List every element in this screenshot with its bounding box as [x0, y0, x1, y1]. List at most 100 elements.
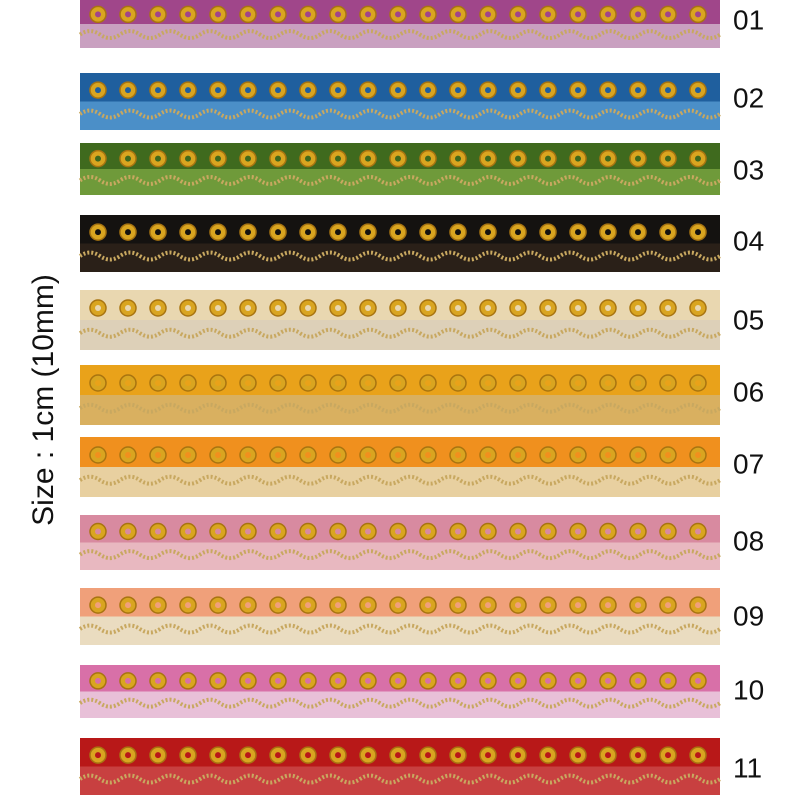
- ribbon-bottom: [80, 320, 720, 350]
- sequin-hole: [95, 155, 101, 162]
- ribbon-bottom: [80, 467, 720, 497]
- sequin-hole: [185, 677, 191, 684]
- sequin-hole: [575, 229, 581, 236]
- sequin-hole: [485, 677, 491, 684]
- sequin-hole: [275, 87, 281, 94]
- sequin-hole: [335, 752, 341, 759]
- sequin-hole: [305, 155, 311, 162]
- sequin-hole: [95, 11, 101, 18]
- sequin-hole: [425, 87, 431, 94]
- sequin-hole: [365, 602, 371, 609]
- sequin-hole: [245, 752, 251, 759]
- sequin-hole: [365, 229, 371, 236]
- sequin-hole: [665, 752, 671, 759]
- sequin-hole: [335, 380, 341, 386]
- sequin-hole: [605, 305, 611, 311]
- ribbon: [78, 215, 722, 272]
- sequin-hole: [575, 528, 581, 535]
- ribbon-bottom: [80, 766, 720, 795]
- gold-pattern: [78, 773, 722, 785]
- sequin-hole: [515, 305, 521, 311]
- sequin-hole: [125, 452, 131, 458]
- sequin-hole: [575, 155, 581, 162]
- sequin-hole: [155, 528, 161, 535]
- ribbon-bottom: [80, 395, 720, 425]
- sequin-hole: [515, 380, 521, 386]
- sequin-hole: [95, 528, 101, 535]
- sequin-hole: [485, 229, 491, 236]
- sequin-hole: [155, 677, 161, 684]
- sequin-hole: [455, 528, 461, 535]
- sequin-hole: [575, 752, 581, 759]
- sequin-hole: [95, 87, 101, 94]
- sequin-hole: [545, 452, 551, 458]
- sequin-hole: [155, 752, 161, 759]
- sequin-hole: [695, 155, 701, 162]
- sequin-hole: [275, 155, 281, 162]
- sequin-hole: [125, 11, 131, 18]
- sequin-hole: [395, 528, 401, 535]
- sequin-hole: [425, 155, 431, 162]
- sequin-hole: [365, 677, 371, 684]
- sequin-hole: [605, 452, 611, 458]
- sequin-hole: [365, 528, 371, 535]
- sequin-hole: [635, 677, 641, 684]
- sequin-hole: [635, 87, 641, 94]
- sequin-hole: [335, 155, 341, 162]
- sequin-hole: [125, 229, 131, 236]
- sequin-hole: [185, 528, 191, 535]
- sequin-hole: [545, 602, 551, 609]
- sequin-hole: [575, 602, 581, 609]
- ribbon-number: 08: [733, 525, 764, 556]
- sequin-hole: [335, 528, 341, 535]
- sequin-hole: [335, 305, 341, 311]
- sequin-hole: [215, 87, 221, 94]
- sequin-hole: [425, 380, 431, 386]
- sequin-hole: [215, 452, 221, 458]
- sequin-hole: [665, 380, 671, 386]
- sequin-hole: [305, 87, 311, 94]
- sequin-hole: [365, 11, 371, 18]
- sequin-hole: [635, 380, 641, 386]
- gold-pattern: [78, 29, 722, 41]
- sequin-hole: [365, 155, 371, 162]
- sequin-hole: [455, 452, 461, 458]
- sequin-hole: [545, 752, 551, 759]
- sequin-hole: [125, 528, 131, 535]
- sequin-hole: [425, 528, 431, 535]
- sequin-hole: [515, 752, 521, 759]
- sequin-hole: [455, 602, 461, 609]
- ribbon: [78, 290, 722, 350]
- ribbons: 01 02 03 04 05 06 07 08 09 10 11: [78, 0, 764, 795]
- sequin-hole: [215, 752, 221, 759]
- sequin-hole: [215, 677, 221, 684]
- sequin-hole: [245, 602, 251, 609]
- sequin-hole: [665, 602, 671, 609]
- sequin-hole: [695, 87, 701, 94]
- sequin-hole: [185, 11, 191, 18]
- ribbon-number: 07: [733, 448, 764, 479]
- sequin-hole: [455, 155, 461, 162]
- sequin-hole: [155, 602, 161, 609]
- sequin-hole: [515, 11, 521, 18]
- sequin-hole: [515, 602, 521, 609]
- sequin-hole: [485, 11, 491, 18]
- sequin-hole: [605, 528, 611, 535]
- sequin-hole: [395, 452, 401, 458]
- sequin-hole: [125, 87, 131, 94]
- gold-pattern: [78, 108, 722, 120]
- ribbon-bottom: [80, 169, 720, 195]
- sequin-hole: [605, 155, 611, 162]
- sequin-hole: [155, 380, 161, 386]
- ribbon-number: 02: [733, 82, 764, 113]
- sequin-hole: [665, 305, 671, 311]
- sequin-hole: [335, 452, 341, 458]
- size-label: Size : 1cm (10mm): [27, 274, 60, 526]
- sequin-hole: [635, 305, 641, 311]
- sequin-hole: [665, 452, 671, 458]
- sequin-hole: [305, 677, 311, 684]
- ribbon-number: 03: [733, 154, 764, 185]
- sequin-hole: [695, 677, 701, 684]
- sequin-hole: [125, 602, 131, 609]
- sequin-hole: [335, 87, 341, 94]
